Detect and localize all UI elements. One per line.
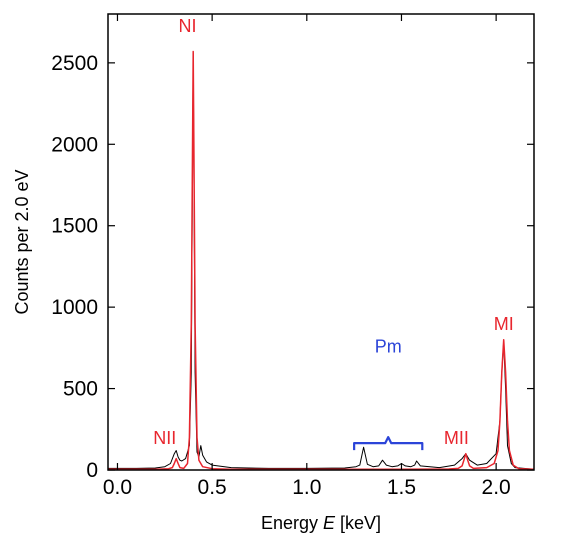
x-tick-label: 1.5 [387, 476, 416, 499]
y-tick-label: 500 [63, 378, 98, 401]
peak-label: NII [153, 428, 176, 448]
peak-label: MII [444, 428, 469, 448]
y-tick-label: 1500 [51, 215, 98, 238]
plot-frame [107, 13, 535, 471]
peak-label: NI [179, 16, 197, 36]
peak-label: MI [494, 314, 514, 334]
measured-spectrum-line [108, 52, 535, 470]
x-tick-label: 0.0 [103, 476, 132, 499]
x-axis-label-prefix: Energy [261, 513, 323, 533]
y-tick-label: 0 [86, 459, 98, 482]
y-tick-label: 1000 [51, 296, 98, 319]
peak-label: Pm [375, 337, 402, 357]
x-tick-label: 1.0 [292, 476, 321, 499]
x-axis-label-unit: [keV] [335, 513, 381, 533]
fit-spectrum-line [108, 50, 535, 470]
pm-bracket [353, 436, 424, 451]
x-tick-label: 0.5 [198, 476, 227, 499]
y-tick-label: 2000 [51, 133, 98, 156]
y-axis-label: Counts per 2.0 eV [12, 169, 32, 314]
y-tick-label: 2500 [51, 52, 98, 75]
ticks-layer [108, 14, 534, 471]
x-tick-label: 2.0 [482, 476, 511, 499]
annotations: NI NII MII MI Pm [153, 16, 514, 451]
series-layer [108, 50, 535, 470]
x-axis-label-symbol: E [323, 513, 336, 533]
x-axis-label: Energy E [keV] [261, 513, 381, 533]
tick-labels: 0.0 0.5 1.0 1.5 2.0 0 500 1000 1500 2000 2500 [51, 52, 510, 499]
